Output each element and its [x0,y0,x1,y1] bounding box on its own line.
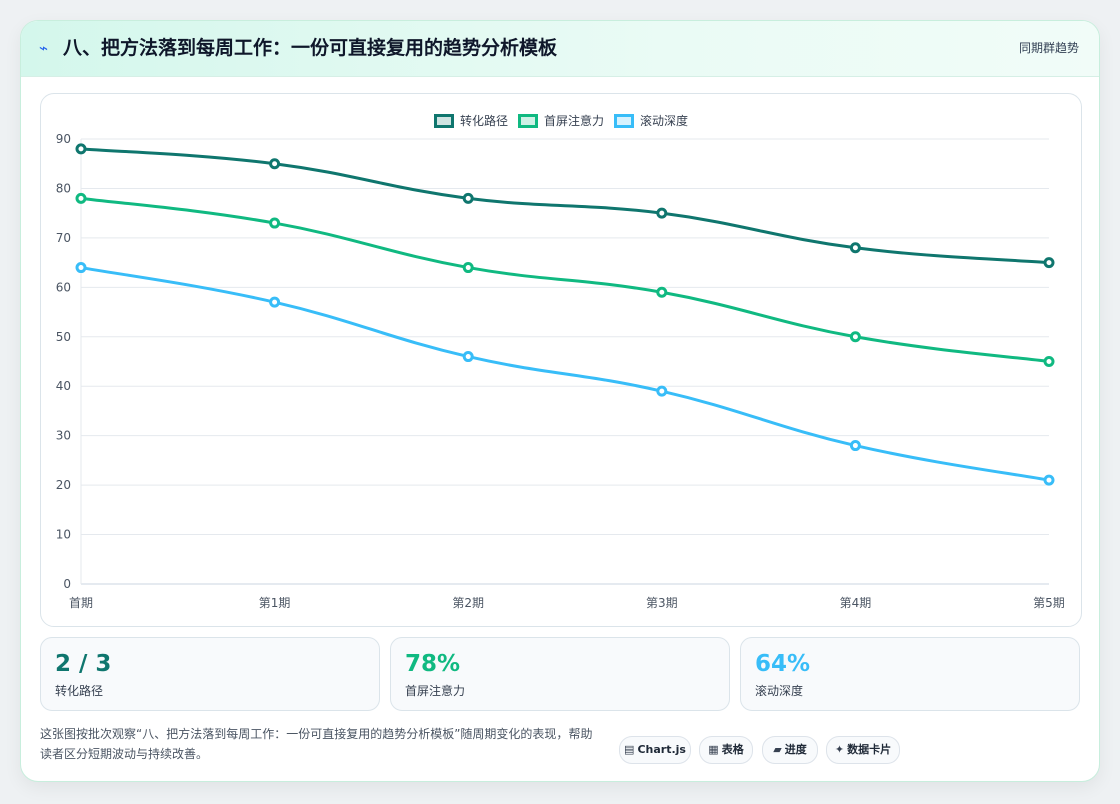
chip-table[interactable]: ▦ 表格 [699,736,753,764]
chip-progress[interactable]: ▰ 进度 [762,736,818,764]
line-chart: 0 10 20 30 40 50 60 70 80 90 首期 第1期 第2期 第3期 第4期 第5期 转化路径… [56,113,1065,610]
data-point [75,143,87,155]
data-point [269,296,281,308]
stat-card-2: 78% 首屏注意力 [390,637,730,711]
card-header: ⌁ 八、把方法落到每周工作：一份可直接复用的趋势分析模板 同期群趋势 [21,21,1099,77]
sparkle-icon: ✦ [834,743,845,756]
page-title: 八、把方法落到每周工作：一份可直接复用的趋势分析模板 [63,37,558,59]
data-point [656,385,668,397]
chart-card: ⌁ 八、把方法落到每周工作：一份可直接复用的趋势分析模板 同期群趋势 0 10 20… [20,20,1100,782]
data-point [849,440,861,452]
y-tick-label: 70 [56,231,71,245]
y-tick-label: 50 [56,330,71,344]
legend-swatch [614,114,634,128]
stat-label: 首屏注意力 [405,684,466,698]
data-point [269,158,281,170]
data-point [656,286,668,298]
y-tick-label: 30 [56,429,71,443]
data-point [75,192,87,204]
legend-label: 滚动深度 [640,113,688,128]
stat-value: 2 / 3 [55,651,112,677]
x-tick-label: 第2期 [452,596,484,610]
data-point [462,192,474,204]
data-point [269,217,281,229]
chip-data-card[interactable]: ✦ 数据卡片 [826,736,900,764]
y-tick-label: 90 [56,132,71,146]
x-tick-label: 第5期 [1033,596,1065,610]
stat-card-1: 2 / 3 转化路径 [40,637,380,711]
chart-description: 这张图按批次观察“八、把方法落到每周工作：一份可直接复用的趋势分析模板”随周期变… [40,727,593,761]
stat-label: 转化路径 [55,684,104,698]
data-point [462,351,474,363]
data-point [1043,257,1055,269]
stat-value: 64% [755,651,811,677]
series-line-1 [80,147,1050,265]
data-point [1043,474,1055,486]
legend-swatch [434,114,454,128]
data-point [75,262,87,274]
data-point [849,242,861,254]
series-line-3 [80,266,1050,482]
legend-label: 首屏注意力 [544,113,604,128]
progress-icon: ▰ [773,743,782,756]
y-tick-label: 20 [56,478,71,492]
chip-label: 表格 [721,743,744,756]
series-line-2 [80,196,1050,363]
y-tick-label: 80 [56,181,71,195]
y-tick-label: 60 [56,280,71,294]
data-point [462,262,474,274]
data-point [849,331,861,343]
stat-label: 滚动深度 [755,684,804,698]
legend-label: 转化路径 [460,113,508,128]
y-tick-label: 0 [63,577,71,591]
x-tick-label: 第1期 [259,596,291,610]
y-tick-label: 40 [56,379,71,393]
stat-value: 78% [405,651,461,677]
table-icon: ▦ [708,743,719,756]
chart-icon: ▤ [624,743,635,756]
y-tick-label: 10 [56,528,71,542]
chip-label: 进度 [784,743,807,756]
header-tag: 同期群趋势 [1018,41,1079,55]
chip-label: 数据卡片 [847,743,892,756]
data-point [656,207,668,219]
legend-swatch [518,114,538,128]
x-tick-label: 首期 [69,596,93,610]
stat-card-3: 64% 滚动深度 [740,637,1080,711]
chart-panel: 0 10 20 30 40 50 60 70 80 90 首期 第1期 第2期 第3期 第4期 第5期 转化路径… [40,93,1082,627]
bolt-icon: ⌁ [39,39,49,57]
chip-chartjs[interactable]: ▤ Chart.js [619,736,691,764]
x-tick-label: 第4期 [840,596,872,610]
chip-label: Chart.js [637,743,686,756]
x-tick-label: 第3期 [646,596,678,610]
data-point [1043,356,1055,367]
